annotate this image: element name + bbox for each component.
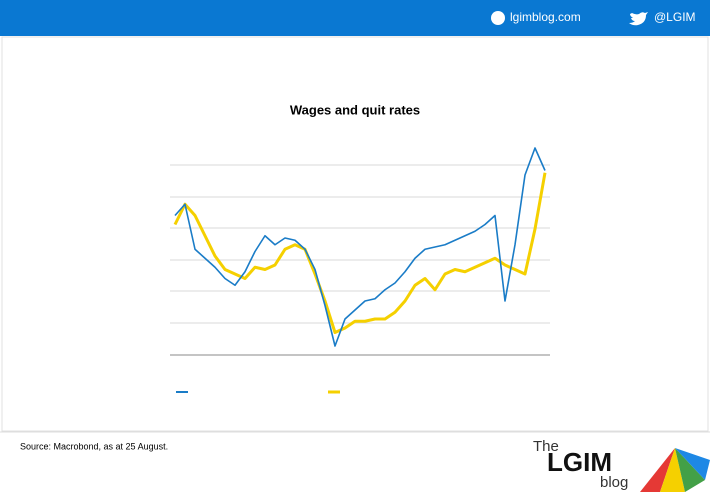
logo-umbrella: [640, 448, 710, 492]
series-line: [174, 147, 546, 347]
content-frame: [1, 36, 709, 432]
header-bar: [0, 0, 710, 36]
twitter-handle[interactable]: @LGIM: [654, 10, 696, 24]
site-link[interactable]: lgimblog.com: [510, 10, 581, 24]
series-line: [173, 172, 547, 334]
blog-icon: [491, 11, 505, 25]
twitter-icon: [629, 12, 648, 26]
logo-main: LGIM: [547, 447, 612, 477]
grid: [170, 164, 550, 356]
logo-blog: blog: [600, 474, 628, 491]
chart-title: Wages and quit rates: [290, 102, 420, 117]
logo-the: The: [533, 438, 559, 455]
source-note: Source: Macrobond, as at 25 August.: [20, 441, 168, 451]
